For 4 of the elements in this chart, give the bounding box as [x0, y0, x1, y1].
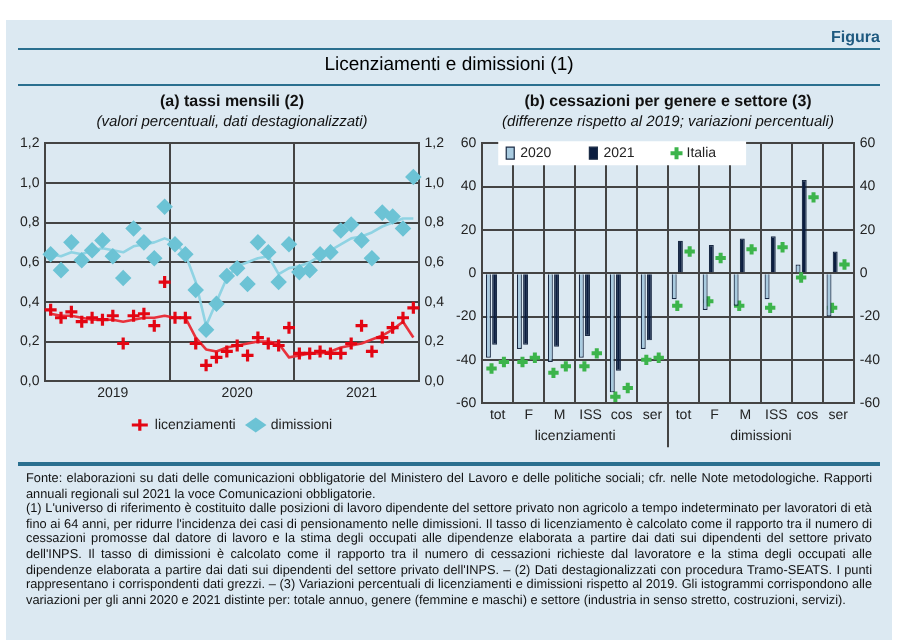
- text: Licenziamenti e dimissioni (1): [322, 54, 576, 76]
- chart-title: (a) tassi mensili (2): [159, 92, 305, 111]
- chart-title: (b) cessazioni per genere e settore (3): [524, 92, 813, 111]
- text: Figura: [831, 28, 880, 46]
